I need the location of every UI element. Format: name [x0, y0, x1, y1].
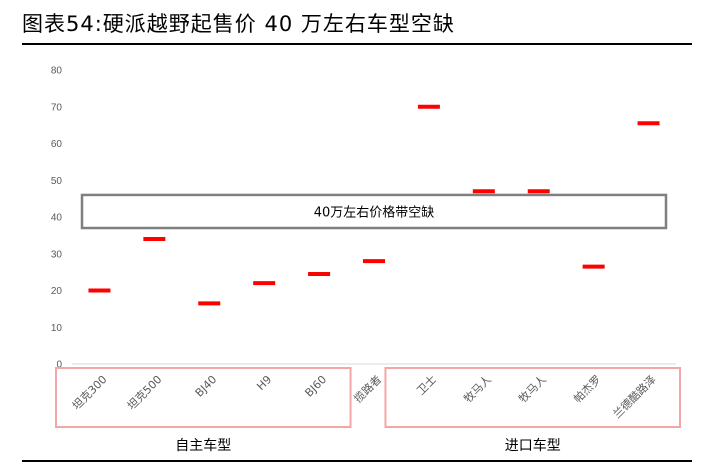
gap-band-box — [80, 193, 668, 230]
category-labels: 坦克300 坦克500 BJ40 H9 BJ60 揽路者 卫士 牧马人 牧马人 帕杰罗 兰德酷路泽 — [69, 372, 658, 421]
y-tick-label: 30 — [51, 249, 63, 260]
y-axis: 0 10 20 30 40 50 60 70 80 — [51, 66, 63, 371]
group-label: 自主车型 — [175, 437, 231, 454]
group-labels: 自主车型 进口车型 — [175, 437, 560, 454]
group-box — [384, 367, 681, 428]
category-label: 兰德酷路泽 — [610, 372, 659, 421]
y-tick-label: 20 — [51, 286, 63, 297]
y-tick-label: 70 — [51, 102, 63, 113]
category-label: 卫士 — [414, 373, 439, 398]
y-tick-label: 50 — [51, 176, 63, 187]
group-label: 进口车型 — [505, 437, 561, 454]
y-tick-label: 60 — [51, 139, 63, 150]
bottom-rule — [22, 460, 692, 462]
category-label: BJ40 — [193, 373, 220, 400]
group-box — [55, 367, 352, 428]
title-rule — [22, 43, 692, 45]
price-markers — [88, 104, 660, 306]
gap-band: 40万左右价格带空缺 — [80, 193, 668, 230]
category-label: 帕杰罗 — [571, 372, 604, 405]
category-label: 牧马人 — [461, 372, 494, 405]
category-label: 坦克300 — [69, 372, 109, 412]
category-label: 坦克500 — [124, 372, 164, 412]
category-label: 牧马人 — [516, 372, 549, 405]
gap-band-label: 40万左右价格带空缺 — [314, 204, 435, 220]
y-tick-label: 10 — [51, 323, 63, 334]
category-label: H9 — [254, 373, 274, 393]
y-tick-label: 40 — [51, 213, 63, 224]
y-tick-label: 0 — [56, 360, 62, 371]
figure-title: 图表54:硬派越野起售价 40 万左右车型空缺 — [22, 12, 455, 36]
category-label: BJ60 — [302, 373, 329, 400]
category-label: 揽路者 — [352, 373, 385, 406]
group-boxes — [55, 367, 681, 428]
y-tick-label: 80 — [51, 66, 63, 77]
